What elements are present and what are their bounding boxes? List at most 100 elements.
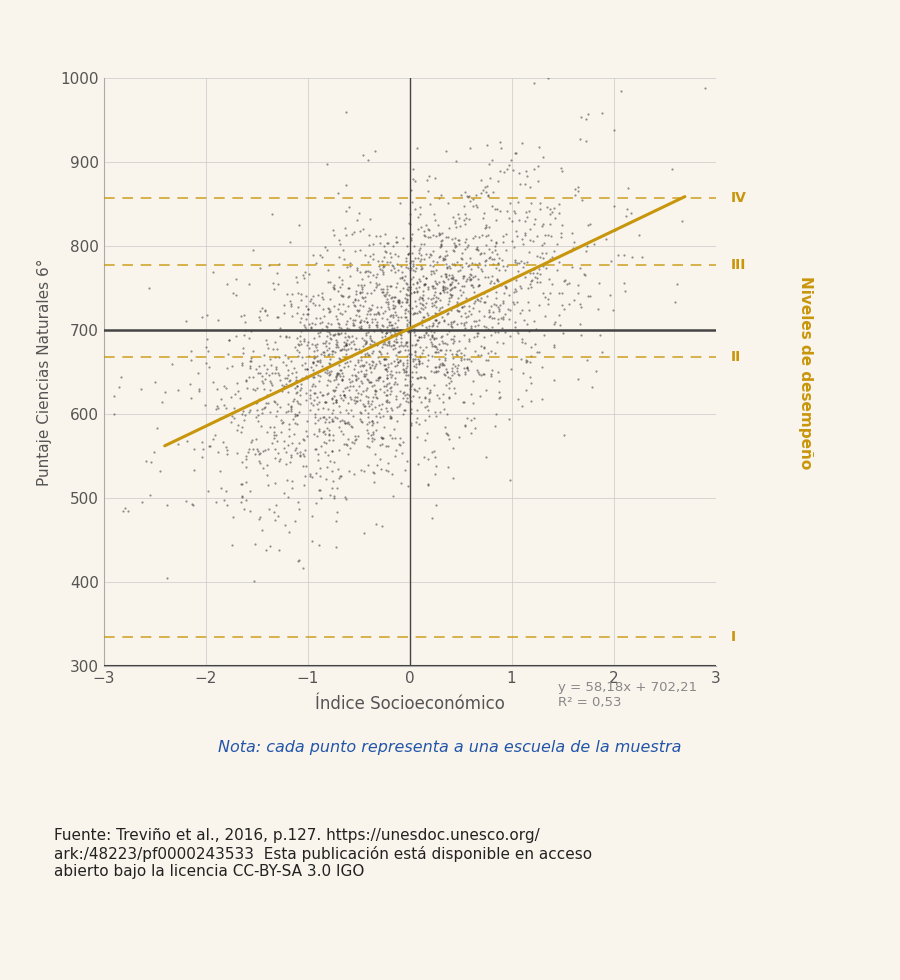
Point (292, 552, 307, 567)
Point (524, 279, 538, 295)
Point (428, 171, 442, 186)
Point (335, 341, 349, 357)
Point (309, 310, 323, 325)
Point (223, 389, 238, 405)
Point (520, 168, 535, 183)
Point (518, 269, 532, 284)
Point (403, 230, 418, 246)
Point (429, 459, 444, 474)
Point (415, 290, 429, 306)
Point (511, 166, 526, 181)
Point (452, 429, 466, 445)
Point (242, 276, 256, 292)
Point (437, 357, 452, 372)
Point (327, 432, 341, 448)
Point (420, 281, 435, 297)
Y-axis label: Puntaje Ciencias Naturales 6°: Puntaje Ciencias Naturales 6° (37, 259, 52, 486)
Point (524, 195, 538, 211)
Point (398, 337, 412, 353)
Point (292, 337, 306, 353)
Point (418, 389, 433, 405)
Point (542, 270, 556, 286)
Point (220, 360, 234, 375)
Point (384, 290, 399, 306)
Point (335, 307, 349, 322)
Point (257, 347, 272, 363)
Point (348, 286, 363, 302)
Point (304, 319, 319, 335)
Point (408, 347, 422, 363)
Point (467, 314, 482, 329)
Point (301, 307, 315, 322)
Point (493, 298, 508, 314)
Point (508, 145, 523, 161)
Point (448, 272, 463, 288)
Point (492, 163, 507, 178)
Point (273, 320, 287, 336)
Point (360, 380, 374, 396)
Point (305, 316, 320, 331)
Point (292, 314, 307, 329)
Point (516, 236, 530, 252)
Point (276, 355, 291, 370)
Point (382, 245, 397, 261)
Point (477, 308, 491, 323)
Point (391, 262, 405, 277)
Point (426, 316, 440, 331)
Point (417, 226, 431, 242)
Point (316, 344, 330, 360)
Point (344, 340, 358, 356)
Point (316, 335, 330, 351)
Point (437, 251, 452, 267)
Point (327, 298, 341, 314)
Point (356, 147, 371, 163)
Point (490, 260, 504, 275)
Point (428, 206, 442, 221)
Point (365, 433, 380, 449)
Point (414, 329, 428, 345)
Point (308, 415, 322, 430)
Point (442, 220, 456, 236)
Point (407, 359, 421, 374)
Point (316, 409, 330, 424)
Point (330, 312, 345, 327)
Point (528, 320, 543, 336)
Point (363, 226, 377, 242)
Point (331, 326, 346, 342)
Point (401, 324, 416, 340)
Point (225, 358, 239, 373)
Point (403, 389, 418, 405)
Point (226, 509, 240, 524)
Point (322, 324, 337, 340)
Point (361, 405, 375, 420)
Point (426, 318, 440, 333)
Point (552, 308, 566, 323)
Point (299, 288, 313, 304)
Point (303, 293, 318, 309)
Point (257, 442, 272, 458)
Point (360, 422, 374, 438)
Point (380, 369, 394, 385)
Point (540, 199, 554, 215)
Point (249, 380, 264, 396)
Point (526, 161, 541, 176)
Point (334, 423, 348, 439)
Point (391, 355, 405, 370)
Point (524, 375, 538, 391)
Point (355, 375, 369, 391)
Point (354, 318, 368, 333)
Point (440, 460, 454, 475)
Point (362, 399, 376, 415)
Point (491, 272, 505, 288)
Point (283, 293, 297, 309)
Point (607, 198, 621, 214)
Point (250, 407, 265, 422)
Point (572, 131, 587, 147)
Point (398, 377, 412, 393)
Point (509, 294, 524, 310)
Point (501, 301, 516, 317)
Point (308, 350, 322, 366)
Point (518, 163, 533, 178)
Point (447, 230, 462, 246)
Point (427, 330, 441, 346)
